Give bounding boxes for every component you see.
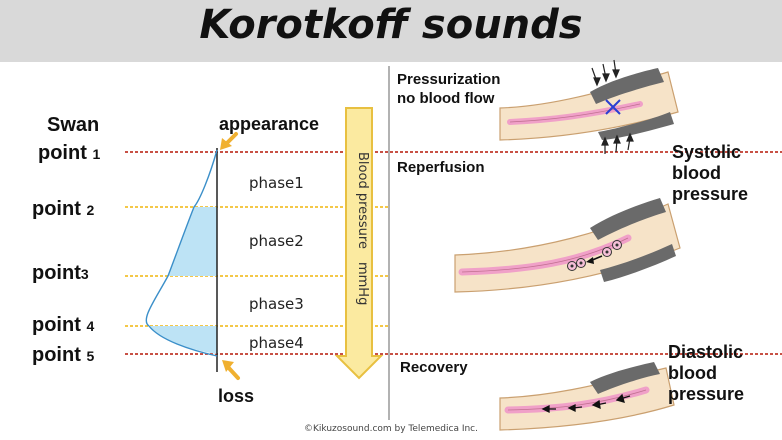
- arm-pressurization-icon: [499, 59, 679, 154]
- pressurization-label: Pressurization no blood flow: [397, 71, 501, 107]
- phase1-label: phase1: [249, 174, 304, 192]
- title-bar: [0, 0, 782, 62]
- phase3-label: phase3: [249, 295, 304, 313]
- phase4-shade: [149, 326, 217, 354]
- loss-arrow-icon: [222, 360, 240, 380]
- phase4-label: phase4: [249, 334, 304, 352]
- point-1-line1: Swan: [47, 114, 100, 136]
- point-1-label: point 1: [38, 142, 101, 164]
- diastolic-bp-label: Diastolic blood pressure: [668, 342, 745, 404]
- reperfusion-label: Reperfusion: [397, 159, 485, 176]
- phase2-label: phase2: [249, 232, 304, 250]
- point-3-label: point3: [32, 262, 89, 284]
- appearance-arrow-icon: [220, 132, 238, 150]
- appearance-label: appearance: [219, 114, 320, 134]
- recovery-label: Recovery: [400, 359, 468, 376]
- page-title: Korotkoff sounds: [199, 2, 583, 48]
- point-2-label: point 2: [32, 198, 95, 220]
- blood-pressure-arrow-icon: [334, 107, 384, 380]
- systolic-bp-label: Systolic blood pressure: [672, 142, 749, 204]
- copyright-text: ©Kikuzosound.com by Telemedica Inc.: [304, 424, 478, 434]
- blood-pressure-label: Blood pressure mmHg: [355, 152, 370, 305]
- sound-intensity-curve: [145, 149, 218, 357]
- phase2-shade: [168, 207, 217, 276]
- arm-recovery-icon: [499, 362, 675, 431]
- point-4-label: point 4: [32, 314, 95, 336]
- arm-reperfusion-icon: [454, 198, 681, 293]
- loss-label: loss: [218, 386, 255, 406]
- point-5-label: point 5: [32, 344, 95, 366]
